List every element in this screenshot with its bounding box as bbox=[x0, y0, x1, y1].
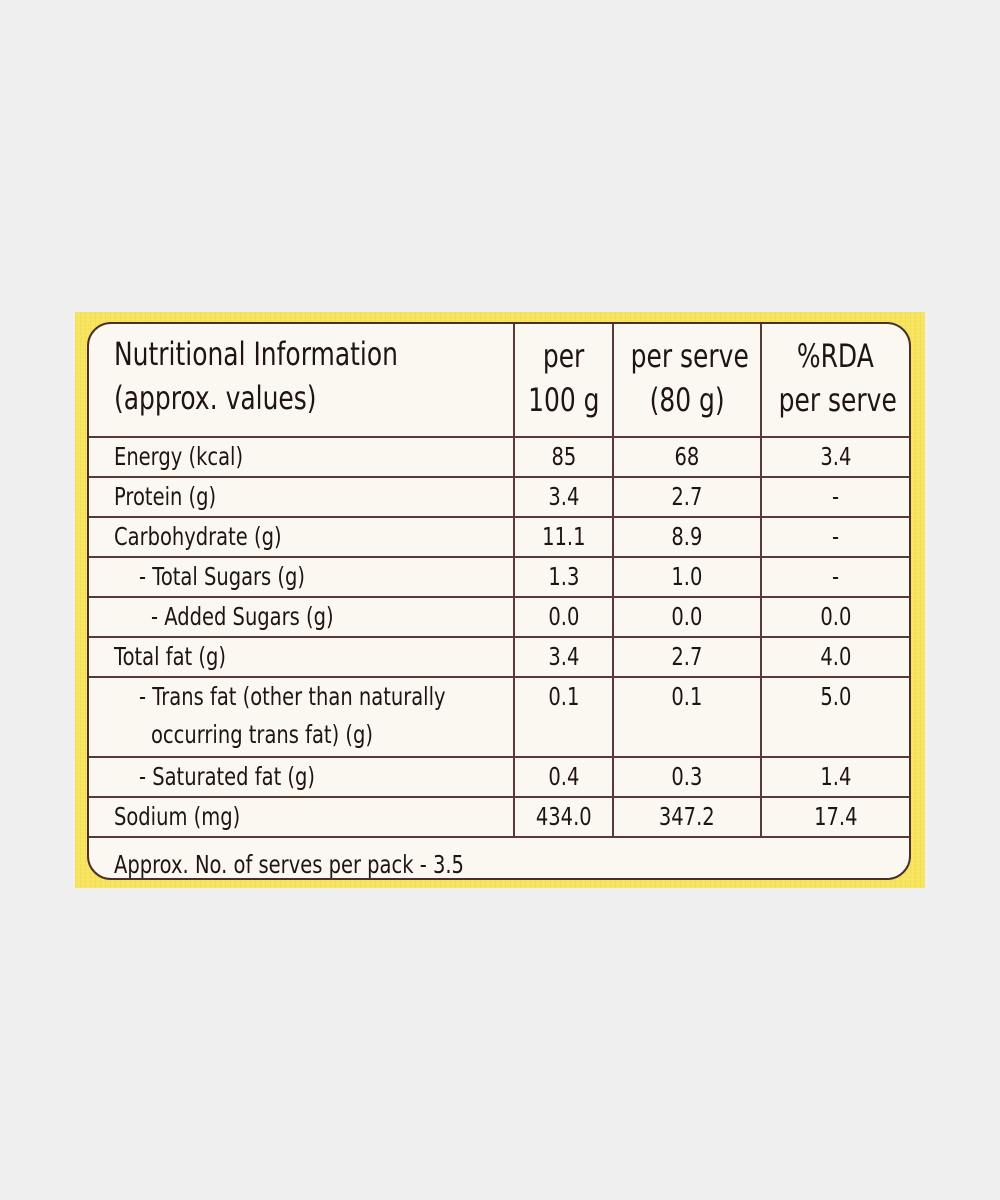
cell-rda: 4.0 bbox=[761, 637, 909, 678]
table-title: Nutritional Information (approx. values) bbox=[89, 324, 515, 438]
row-label: - Saturated fat (g) bbox=[89, 757, 515, 798]
cell-per100: 434.0 bbox=[514, 797, 614, 838]
cell-serve: 0.3 bbox=[613, 757, 762, 798]
cell-rda: - bbox=[761, 557, 909, 598]
per-serve-line-1: per serve bbox=[630, 337, 749, 375]
cell-rda: 1.4 bbox=[761, 757, 909, 798]
column-header-per-serve: per serve (80 g) bbox=[613, 324, 762, 438]
footer-row: Approx. No. of serves per pack - 3.5 bbox=[89, 837, 909, 879]
cell-rda: 0.0 bbox=[761, 597, 909, 638]
cell-per100: 3.4 bbox=[514, 477, 614, 518]
cell-per100: 0.1 bbox=[514, 677, 614, 758]
rda-line-1: %RDA bbox=[797, 337, 874, 375]
table-row-protein: Protein (g) 3.4 2.7 - bbox=[89, 477, 909, 518]
cell-serve: 68 bbox=[613, 437, 762, 478]
cell-rda: 3.4 bbox=[761, 437, 909, 478]
table-row-carbohydrate: Carbohydrate (g) 11.1 8.9 - bbox=[89, 517, 909, 558]
table-row-trans-fat: - Trans fat (other than naturally occurr… bbox=[89, 677, 909, 758]
table-row-saturated-fat: - Saturated fat (g) 0.4 0.3 1.4 bbox=[89, 757, 909, 798]
cell-per100: 1.3 bbox=[514, 557, 614, 598]
trans-fat-label-line-2: occurring trans fat) (g) bbox=[151, 720, 373, 749]
rda-line-2: per serve bbox=[778, 381, 897, 419]
table-row-energy: Energy (kcal) 85 68 3.4 bbox=[89, 437, 909, 478]
per-100g-line-1: per bbox=[542, 337, 585, 375]
per-serve-line-2: (80 g) bbox=[649, 381, 725, 419]
row-label: - Total Sugars (g) bbox=[89, 557, 515, 598]
trans-fat-label-line-1: - Trans fat (other than naturally bbox=[139, 682, 446, 711]
table-row-total-fat: Total fat (g) 3.4 2.7 4.0 bbox=[89, 637, 909, 678]
row-label: Carbohydrate (g) bbox=[89, 517, 515, 558]
cell-per100: 3.4 bbox=[514, 637, 614, 678]
cell-serve: 8.9 bbox=[613, 517, 762, 558]
serves-per-pack-note: Approx. No. of serves per pack - 3.5 bbox=[114, 850, 464, 879]
cell-per100: 85 bbox=[514, 437, 614, 478]
cell-per100: 0.0 bbox=[514, 597, 614, 638]
nutrition-label-card: Nutritional Information (approx. values)… bbox=[87, 322, 911, 880]
title-line-2: (approx. values) bbox=[114, 379, 317, 417]
cell-serve: 2.7 bbox=[613, 477, 762, 518]
nutrition-table: Nutritional Information (approx. values)… bbox=[89, 324, 909, 879]
cell-per100: 0.4 bbox=[514, 757, 614, 798]
cell-serve: 0.1 bbox=[613, 677, 762, 758]
cell-serve: 2.7 bbox=[613, 637, 762, 678]
row-label: Total fat (g) bbox=[89, 637, 515, 678]
column-header-rda: %RDA per serve bbox=[761, 324, 909, 438]
cell-serve: 1.0 bbox=[613, 557, 762, 598]
table-row-total-sugars: - Total Sugars (g) 1.3 1.0 - bbox=[89, 557, 909, 598]
cell-rda: - bbox=[761, 477, 909, 518]
table-row-added-sugars: - Added Sugars (g) 0.0 0.0 0.0 bbox=[89, 597, 909, 638]
cell-rda: 17.4 bbox=[761, 797, 909, 838]
table-row-sodium: Sodium (mg) 434.0 347.2 17.4 bbox=[89, 797, 909, 838]
cell-per100: 11.1 bbox=[514, 517, 614, 558]
row-label: - Trans fat (other than naturally occurr… bbox=[89, 677, 515, 758]
cell-rda: - bbox=[761, 517, 909, 558]
row-label: Energy (kcal) bbox=[89, 437, 515, 478]
row-label: Sodium (mg) bbox=[89, 797, 515, 838]
title-line-1: Nutritional Information bbox=[114, 335, 398, 373]
cell-rda: 5.0 bbox=[761, 677, 909, 758]
per-100g-line-2: 100 g bbox=[527, 381, 600, 419]
cell-serve: 0.0 bbox=[613, 597, 762, 638]
cell-serve: 347.2 bbox=[613, 797, 762, 838]
row-label: - Added Sugars (g) bbox=[89, 597, 515, 638]
column-header-per-100g: per 100 g bbox=[514, 324, 614, 438]
header-row: Nutritional Information (approx. values)… bbox=[89, 324, 909, 438]
row-label: Protein (g) bbox=[89, 477, 515, 518]
